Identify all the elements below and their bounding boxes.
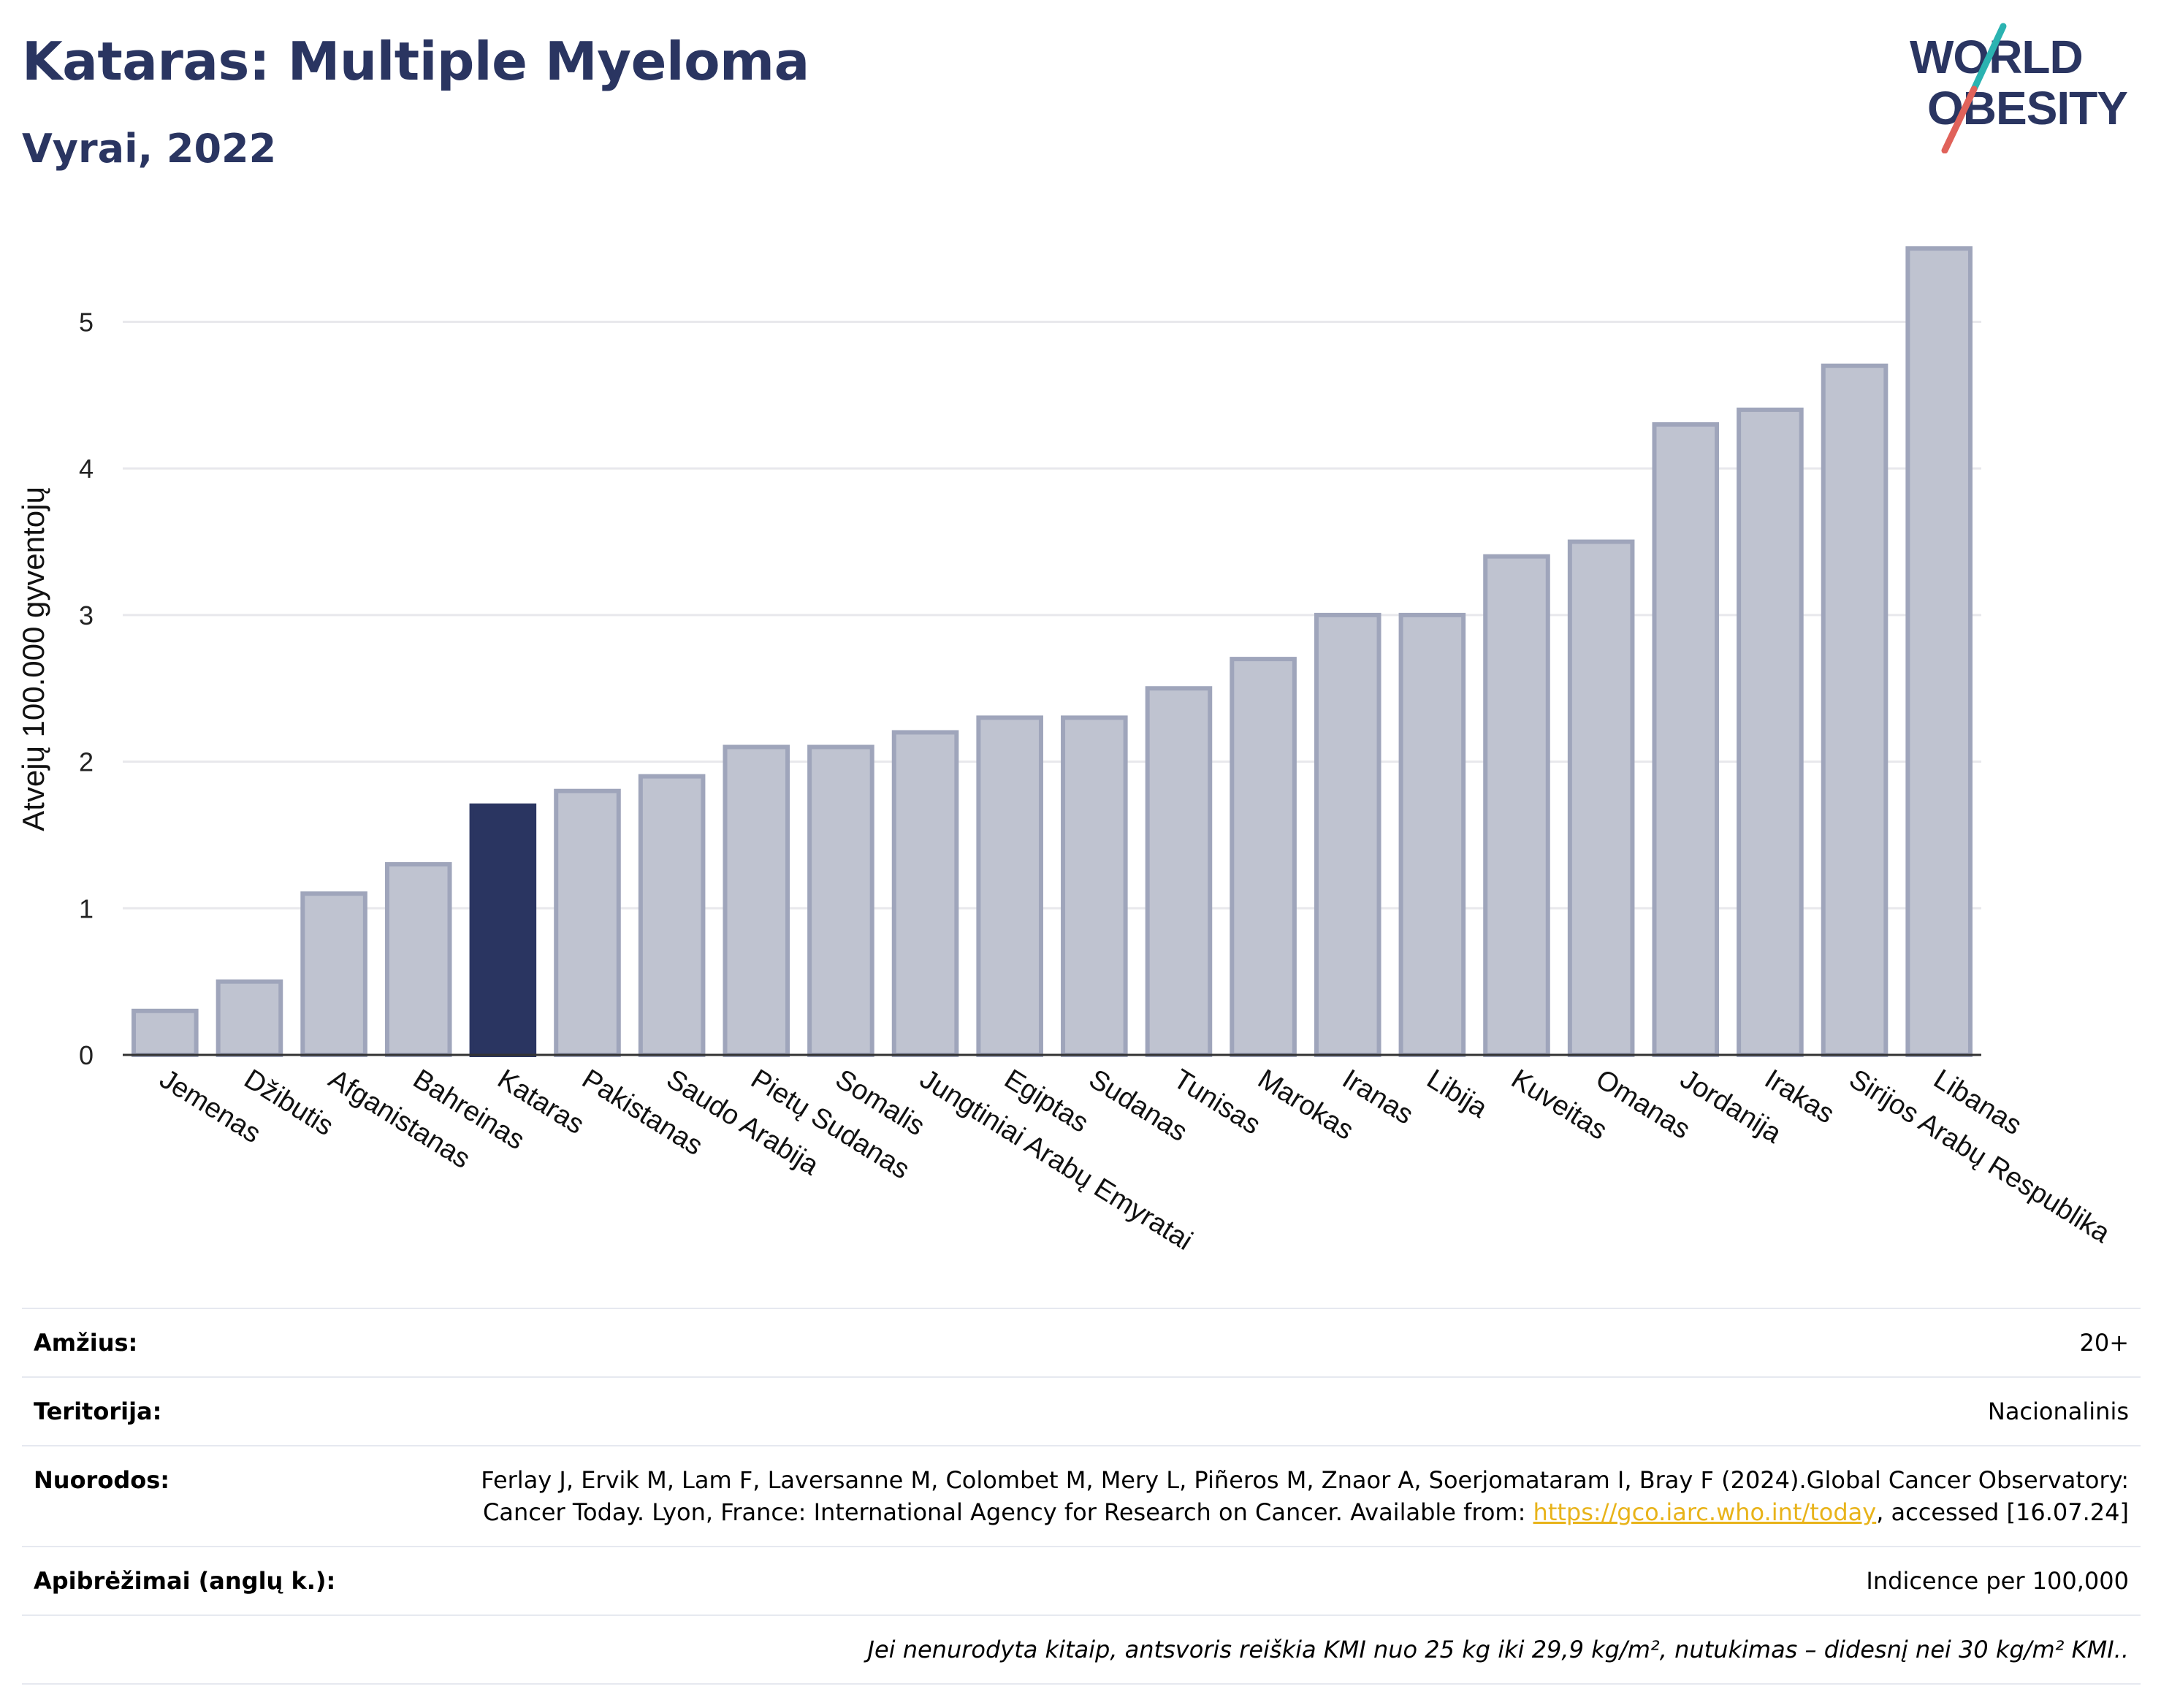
info-row-references: Nuorodos: Ferlay J, Ervik M, Lam F, Lave… — [22, 1445, 2141, 1546]
page-subtitle: Vyrai, 2022 — [22, 126, 277, 172]
bar — [891, 730, 959, 1057]
y-tick-labels: 0 1 2 3 4 5 — [79, 307, 94, 1070]
bar — [384, 862, 452, 1058]
references-value: Ferlay J, Ervik M, Lam F, Laversanne M, … — [449, 1464, 2129, 1528]
age-value: 20+ — [2079, 1329, 2129, 1357]
y-tick-label: 2 — [79, 747, 94, 777]
bar — [1483, 554, 1550, 1057]
bar — [132, 1008, 199, 1057]
x-tick-label: Marokas — [1252, 1064, 1359, 1146]
bar — [1230, 657, 1297, 1057]
page-title: Kataras: Multiple Myeloma — [22, 31, 809, 92]
bar — [723, 744, 790, 1057]
logo-slash-teal — [1970, 23, 2007, 93]
bar — [1145, 686, 1213, 1057]
logo-line2: OBESITY — [1927, 82, 2127, 134]
bar — [216, 979, 283, 1058]
bar — [554, 788, 621, 1057]
bar-highlight — [469, 803, 537, 1057]
x-tick-label: Afganistanas — [323, 1064, 476, 1175]
bar-chart: 0 1 2 3 4 5 JemenasDžibutisAfganistanasBahrei… — [16, 246, 2116, 1257]
references-label: Nuorodos: — [34, 1466, 170, 1494]
world-obesity-logo: WORLD OBESITY — [1910, 23, 2128, 153]
references-link[interactable]: https://gco.iarc.who.int/today — [1533, 1498, 1877, 1526]
x-tick-label: Libija — [1422, 1064, 1493, 1124]
y-tick-label: 3 — [79, 601, 94, 630]
y-tick-label: 0 — [79, 1040, 94, 1070]
age-label: Amžius: — [34, 1329, 138, 1357]
references-text: Ferlay J, Ervik M, Lam F, Laversanne M, … — [481, 1466, 2129, 1526]
y-tick-label: 4 — [79, 454, 94, 484]
bar — [1567, 539, 1635, 1057]
bar — [638, 774, 706, 1057]
info-row-note: Jei nenurodyta kitaip, antsvoris reiškia… — [22, 1614, 2141, 1685]
bar — [1314, 612, 1381, 1057]
footnote: Jei nenurodyta kitaip, antsvoris reiškia… — [867, 1636, 2130, 1663]
definitions-value: Indicence per 100,000 — [1866, 1567, 2129, 1595]
bar — [300, 891, 367, 1057]
logo-slash-red — [1941, 85, 1978, 153]
y-axis-label: Atvejų 100.000 gyventojų — [16, 487, 50, 831]
bars — [132, 246, 1973, 1058]
bar — [976, 715, 1043, 1058]
info-row-age: Amžius: 20+ — [22, 1308, 2141, 1376]
x-tick-labels: JemenasDžibutisAfganistanasBahreinasKata… — [154, 1064, 2116, 1257]
bar — [807, 744, 874, 1057]
territory-value: Nacionalinis — [1987, 1398, 2129, 1425]
territory-label: Teritorija: — [34, 1398, 162, 1425]
definitions-label: Apibrėžimai (anglų k.): — [34, 1567, 336, 1595]
info-table: Amžius: 20+ Teritorija: Nacionalinis Nuo… — [22, 1308, 2141, 1685]
bar — [1061, 715, 1128, 1058]
x-tick-label: Kuveitas — [1506, 1064, 1612, 1146]
x-tick-label: Omanas — [1590, 1064, 1696, 1145]
info-row-definitions: Apibrėžimai (anglų k.): Indicence per 10… — [22, 1546, 2141, 1614]
bar — [1905, 246, 1973, 1057]
bar — [1652, 422, 1720, 1057]
bar — [1398, 612, 1466, 1057]
bar — [1737, 407, 1804, 1057]
y-tick-label: 5 — [79, 307, 94, 337]
info-row-territory: Teritorija: Nacionalinis — [22, 1376, 2141, 1445]
references-text-end: , accessed [16.07.24] — [1876, 1498, 2129, 1526]
y-tick-label: 1 — [79, 893, 94, 923]
bar — [1821, 363, 1889, 1057]
